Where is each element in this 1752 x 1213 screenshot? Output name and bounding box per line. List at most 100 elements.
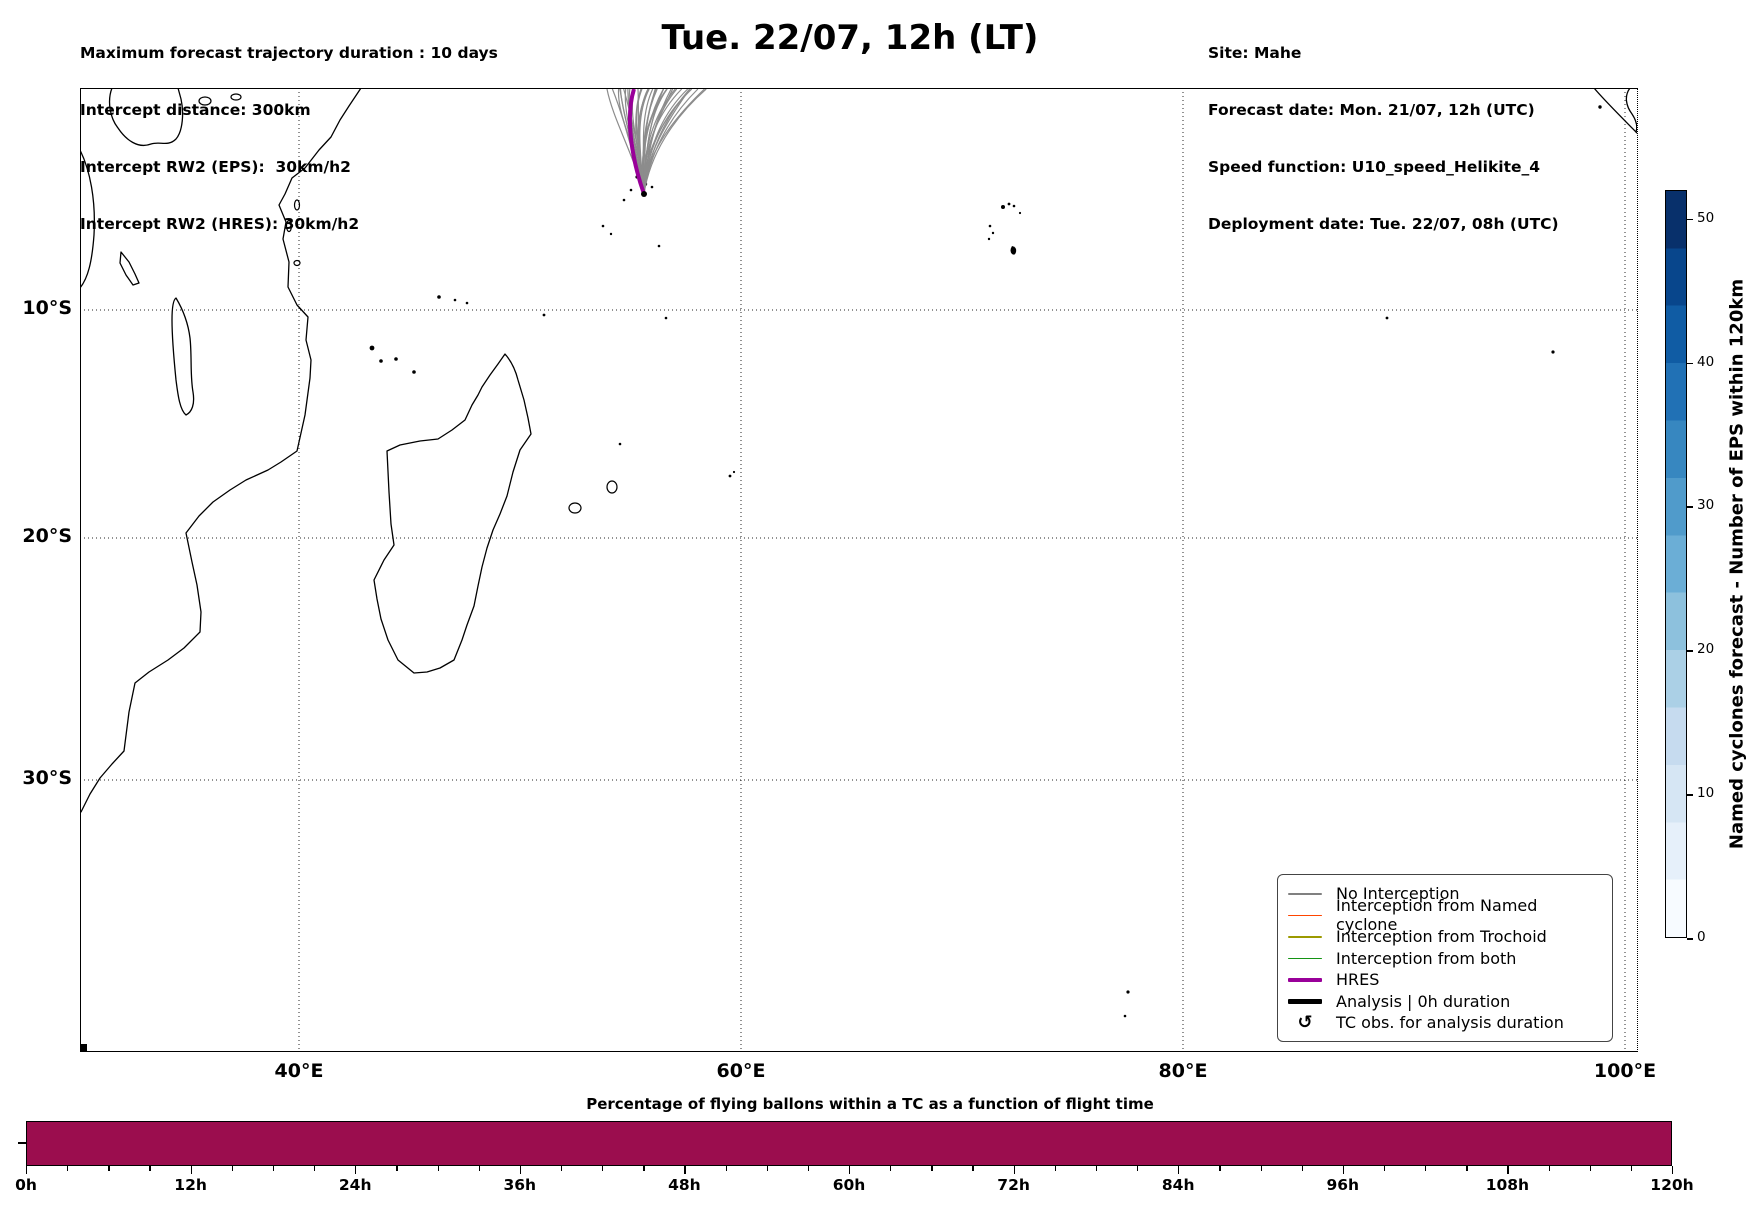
st-brandon-island xyxy=(728,474,732,478)
bottom-minor-tick xyxy=(1466,1166,1468,1171)
bottom-minor-tick xyxy=(972,1166,974,1171)
bottom-minor-tick xyxy=(1630,1166,1633,1171)
bottom-minor-tick xyxy=(478,1166,480,1171)
bottom-minor-tick xyxy=(1589,1166,1591,1171)
chagos-island xyxy=(987,237,991,241)
run-config-block: Maximum forecast trajectory duration : 1… xyxy=(80,6,498,272)
aldabra-island xyxy=(437,295,441,299)
intercept-rw2-hres-text: Intercept RW2 (HRES): 30km/h2 xyxy=(80,215,360,233)
legend-item-label: TC obs. for analysis duration xyxy=(1336,1013,1564,1033)
mauritius-island xyxy=(606,480,618,494)
corner-land-blob xyxy=(80,1044,87,1051)
island-speck xyxy=(465,301,469,305)
site-text: Site: Mahe xyxy=(1208,44,1302,62)
bottom-minor-tick xyxy=(602,1166,604,1171)
bottom-major-tick xyxy=(1178,1166,1180,1174)
bottom-tick-label: 84h xyxy=(1161,1176,1195,1194)
st-brandon-island xyxy=(732,470,736,474)
intercept-distance-text: Intercept distance: 300km xyxy=(80,101,311,119)
colorbar-tick-label: 50 xyxy=(1697,209,1715,226)
bottom-minor-tick xyxy=(272,1166,275,1171)
chagos-island xyxy=(1001,205,1005,209)
bottom-minor-tick xyxy=(108,1166,110,1171)
colorbar-tick xyxy=(1687,506,1693,508)
farquhar-island xyxy=(542,313,546,317)
bottom-minor-tick xyxy=(396,1166,398,1171)
chagos-island xyxy=(1012,204,1016,208)
bottom-minor-tick xyxy=(1425,1166,1427,1171)
colorbar-tick-label: 40 xyxy=(1697,353,1715,370)
legend-item-label: Interception from Trochoid xyxy=(1336,927,1547,947)
reunion-island xyxy=(568,502,582,514)
deployment-date-text: Deployment date: Tue. 22/07, 08h (UTC) xyxy=(1208,215,1559,233)
mafia-island xyxy=(293,259,301,267)
legend-line xyxy=(1288,893,1322,895)
coastline-africa xyxy=(80,88,362,813)
bottom-minor-tick xyxy=(1301,1166,1303,1171)
lake-victoria xyxy=(108,88,184,146)
bottom-minor-tick xyxy=(1383,1166,1386,1171)
lat-tick-label: 10°S xyxy=(22,297,72,319)
legend-item: No Interception xyxy=(1288,883,1602,905)
comoros-island xyxy=(369,345,375,351)
coastline-sumatra xyxy=(1593,88,1637,134)
bottom-minor-tick xyxy=(231,1166,234,1171)
legend-item: HRES xyxy=(1288,969,1602,991)
small-lake xyxy=(198,96,212,106)
agalega-island xyxy=(664,316,668,320)
bottom-tick-label: 108h xyxy=(1485,1176,1530,1194)
seychelles-island xyxy=(622,198,626,202)
bottom-major-tick xyxy=(1507,1166,1509,1174)
intercept-rw2-eps-text: Intercept RW2 (EPS): 30km/h2 xyxy=(80,158,351,176)
forecast-date-text: Forecast date: Mon. 21/07, 12h (UTC) xyxy=(1208,101,1535,119)
bottom-major-tick xyxy=(190,1166,192,1174)
max-duration-text: Maximum forecast trajectory duration : 1… xyxy=(80,44,498,62)
coastline-sumatra xyxy=(1644,88,1651,116)
legend-item-label: Interception from Named cyclone xyxy=(1336,896,1538,935)
colorbar-tick xyxy=(1687,650,1693,652)
colorbar-label: Named cyclones forecast - Number of EPS … xyxy=(1726,278,1748,850)
small-lake xyxy=(230,93,242,101)
bottom-minor-tick xyxy=(890,1166,892,1171)
colorbar xyxy=(1665,190,1687,938)
seychelles-island xyxy=(650,185,654,189)
coastline-sumatra xyxy=(1625,88,1637,133)
colorbar-tick xyxy=(1687,794,1693,796)
bottom-minor-tick xyxy=(1137,1166,1139,1171)
coastlines xyxy=(80,88,1651,1051)
figure-title: Tue. 22/07, 12h (LT) xyxy=(661,18,1039,58)
bottom-tick-label: 24h xyxy=(338,1176,372,1194)
legend-item-label: No Interception xyxy=(1336,884,1460,904)
eps-trajectory-line xyxy=(643,88,705,195)
colorbar-tick-label: 10 xyxy=(1697,785,1715,802)
bottom-major-tick xyxy=(355,1166,357,1174)
mayotte-island xyxy=(412,370,416,374)
legend-line xyxy=(1288,936,1322,938)
comoros-island xyxy=(379,359,383,363)
bottom-minor-tick xyxy=(1219,1166,1221,1171)
st-paul-island xyxy=(1123,1014,1127,1018)
tc-obs-marker-icon: ↺ xyxy=(1288,1011,1322,1033)
bottom-minor-tick xyxy=(1260,1166,1262,1171)
rotation-arrow-icon: ↺ xyxy=(1297,1011,1313,1033)
lat-tick-label: 20°S xyxy=(22,525,72,547)
island-speck xyxy=(657,244,661,248)
amsterdam-island xyxy=(1126,990,1130,994)
bottom-minor-tick xyxy=(766,1166,768,1171)
bottom-major-tick xyxy=(1672,1166,1674,1174)
lake-malawi xyxy=(171,297,195,416)
bottom-tick-label: 120h xyxy=(1650,1176,1694,1194)
bottom-minor-tick xyxy=(149,1166,151,1171)
coastline-madagascar xyxy=(373,353,532,674)
legend-item: Analysis | 0h duration xyxy=(1288,991,1602,1013)
colorbar-tick xyxy=(1687,362,1693,365)
bottom-major-tick xyxy=(1342,1166,1345,1174)
lon-tick-label: 80°E xyxy=(1158,1060,1208,1082)
comoros-island xyxy=(394,357,398,361)
bottom-minor-tick xyxy=(560,1166,563,1171)
bottom-major-tick xyxy=(1013,1166,1015,1174)
legend-line xyxy=(1288,999,1322,1004)
bottom-chart-title: Percentage of flying ballons within a TC… xyxy=(586,1095,1154,1113)
amirantes-island xyxy=(609,232,613,236)
